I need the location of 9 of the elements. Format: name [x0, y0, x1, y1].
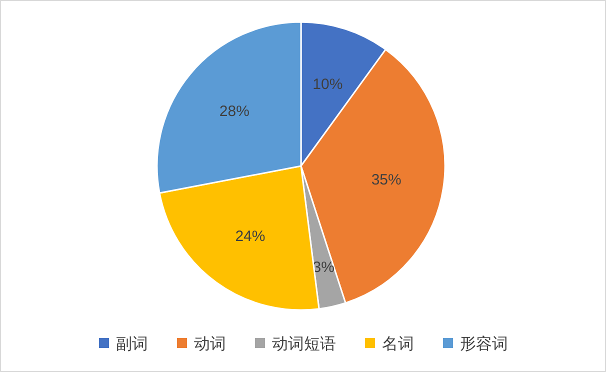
data-label: 24% — [235, 228, 266, 245]
data-label: 10% — [312, 76, 343, 93]
data-label: 28% — [219, 102, 250, 120]
data-label: 35% — [371, 172, 402, 189]
legend-label: 动词短语 — [272, 335, 336, 353]
legend-label: 动词 — [194, 335, 226, 353]
legend-label: 名词 — [382, 335, 414, 353]
legend-label: 副词 — [116, 335, 148, 353]
legend-label: 形容词 — [460, 335, 508, 353]
